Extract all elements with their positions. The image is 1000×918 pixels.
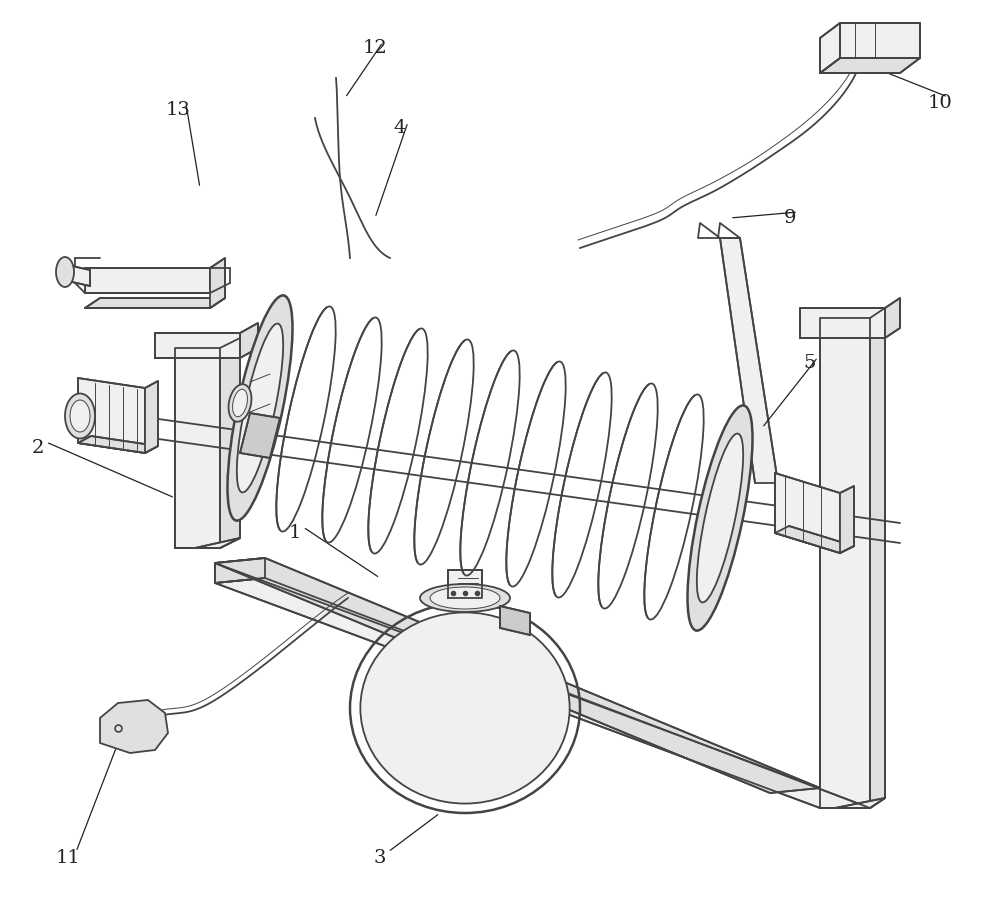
Ellipse shape (237, 323, 283, 492)
Ellipse shape (233, 389, 247, 417)
Polygon shape (870, 308, 885, 808)
Text: 11: 11 (56, 849, 80, 867)
Text: 4: 4 (394, 119, 406, 137)
Polygon shape (85, 298, 225, 308)
Polygon shape (775, 526, 854, 553)
Ellipse shape (70, 400, 90, 432)
Ellipse shape (360, 612, 570, 803)
Text: 12: 12 (363, 39, 387, 57)
Polygon shape (78, 378, 145, 453)
Polygon shape (820, 58, 920, 73)
Ellipse shape (229, 385, 251, 421)
Polygon shape (175, 538, 240, 548)
Text: 5: 5 (804, 354, 816, 372)
Polygon shape (63, 264, 90, 286)
Polygon shape (840, 486, 854, 553)
Polygon shape (820, 798, 885, 808)
Polygon shape (720, 238, 778, 483)
Text: 2: 2 (32, 439, 44, 457)
Ellipse shape (430, 587, 500, 609)
Polygon shape (500, 606, 530, 635)
Text: 9: 9 (784, 209, 796, 227)
Polygon shape (78, 436, 158, 453)
Polygon shape (800, 308, 885, 338)
Polygon shape (85, 268, 210, 293)
Ellipse shape (697, 433, 743, 602)
Ellipse shape (65, 394, 95, 439)
Polygon shape (240, 323, 258, 358)
Polygon shape (215, 578, 870, 808)
Ellipse shape (364, 616, 566, 800)
Polygon shape (840, 23, 920, 58)
Polygon shape (155, 333, 240, 358)
Text: 10: 10 (928, 94, 952, 112)
Polygon shape (820, 23, 840, 73)
Text: 1: 1 (289, 524, 301, 542)
Ellipse shape (228, 296, 292, 521)
Ellipse shape (56, 257, 74, 287)
Polygon shape (775, 473, 840, 553)
Ellipse shape (688, 406, 752, 631)
Polygon shape (885, 298, 900, 338)
Polygon shape (448, 570, 482, 598)
Text: 13: 13 (166, 101, 190, 119)
Polygon shape (100, 700, 168, 753)
Text: 3: 3 (374, 849, 386, 867)
Polygon shape (215, 558, 820, 793)
Polygon shape (820, 318, 870, 808)
Polygon shape (220, 338, 240, 548)
Ellipse shape (420, 584, 510, 612)
Polygon shape (240, 413, 280, 458)
Polygon shape (175, 348, 220, 548)
Polygon shape (215, 558, 265, 583)
Polygon shape (145, 381, 158, 453)
Polygon shape (210, 258, 225, 308)
